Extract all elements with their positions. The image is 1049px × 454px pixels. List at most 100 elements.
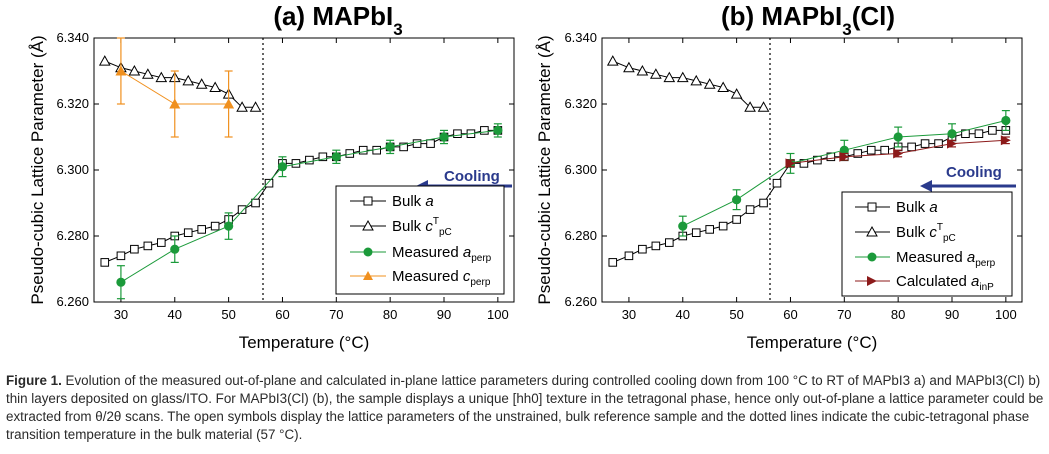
point-bulk-c (676, 71, 689, 83)
point-measured-a (1001, 115, 1011, 126)
point-bulk-c (636, 64, 649, 76)
y-tick-label: 6.280 (56, 228, 89, 243)
point-calculated-a (839, 151, 850, 162)
point-bulk-a (197, 225, 206, 234)
point-measured-a (331, 152, 341, 162)
point-bulk-c (690, 74, 703, 86)
caption-label: Figure 1. (6, 373, 62, 388)
point-bulk-c (236, 101, 248, 112)
series-line-bulk-c (104, 60, 256, 108)
point-calculated-a (785, 158, 796, 169)
x-tick-label: 90 (437, 307, 451, 322)
x-tick-label: 30 (622, 307, 636, 322)
point-measured-a (678, 221, 688, 231)
point-bulk-c (744, 101, 756, 112)
series-line-bulk-c (612, 60, 764, 108)
point-bulk-c (703, 78, 716, 89)
x-axis-label-a: Temperature (°C) (239, 333, 370, 352)
series-measured-c-a (115, 37, 235, 138)
point-measured-a (170, 244, 180, 254)
point-bulk-c (128, 64, 141, 76)
point-calculated-a (1000, 135, 1011, 146)
point-bulk-a (691, 228, 701, 237)
x-tick-label: 30 (114, 307, 128, 322)
point-bulk-a (143, 241, 153, 251)
point-bulk-a (399, 142, 408, 152)
y-tick-label: 6.300 (56, 162, 89, 177)
point-bulk-a (732, 215, 741, 224)
point-measured-a (893, 132, 903, 142)
point-bulk-c (623, 61, 635, 73)
x-axis-label-b: Temperature (°C) (747, 333, 878, 352)
series-calculated-a-b (785, 135, 1011, 169)
point-bulk-a (705, 225, 714, 234)
x-tick-label: 50 (729, 307, 743, 322)
panel-a-title: (a) MAPbI3 (273, 1, 402, 39)
point-measured-a (493, 125, 503, 135)
point-bulk-a (608, 258, 618, 267)
point-bulk-a (237, 205, 247, 214)
series-measured-a-a (116, 123, 503, 300)
x-tick-label: 60 (275, 307, 289, 322)
point-bulk-a (251, 198, 260, 208)
point-bulk-a (974, 129, 984, 138)
series-bulk-c-a (98, 55, 262, 112)
point-measured-a (947, 129, 957, 139)
y-tick-label: 6.340 (564, 30, 597, 45)
point-bulk-a (665, 238, 674, 247)
legend-b-measured-a: Measured aperp (896, 249, 996, 269)
point-bulk-c (606, 55, 619, 66)
y-tick-label: 6.260 (56, 294, 89, 309)
ticks-b: 30 40 50 60 70 80 90 100 6.260 6.280 6.300 6.320 6.3… (564, 30, 1022, 322)
point-measured-c (169, 98, 181, 109)
point-bulk-c (141, 68, 154, 79)
figure-panels: (a) MAPbI3 30 40 50 60 70 80 90 100 6.260 6.280 6.… (28, 1, 1023, 352)
legend-b-bulk-a: Bulk a (896, 199, 938, 216)
point-measured-a (439, 132, 449, 142)
series-bulk-c-b (606, 55, 770, 112)
point-measured-a (839, 145, 849, 155)
y-axis-label-b: Pseudo-cubic Lattice Parameter (Å) (535, 35, 554, 304)
point-bulk-a (934, 139, 943, 148)
x-tick-label: 50 (221, 307, 235, 322)
panel-a: (a) MAPbI3 30 40 50 60 70 80 90 100 6.260 6.280 6.… (28, 1, 515, 352)
panel-b: (b) MAPbI3(Cl) 30 40 50 60 70 80 90 100 6.260 6.2… (535, 1, 1023, 352)
point-bulk-a (183, 228, 193, 237)
point-bulk-a (480, 126, 489, 135)
point-measured-c (223, 98, 235, 109)
y-tick-label: 6.320 (564, 96, 597, 111)
data-b (606, 55, 1011, 267)
x-tick-label: 40 (168, 307, 182, 322)
x-tick-label: 60 (783, 307, 797, 322)
point-calculated-a (893, 148, 904, 159)
point-bulk-a (745, 205, 755, 214)
point-bulk-a (853, 149, 863, 158)
point-bulk-a (130, 244, 139, 254)
point-measured-a (277, 162, 288, 172)
caption-text: Evolution of the measured out-of-plane a… (6, 373, 1044, 442)
series-line-measured-a (120, 129, 498, 283)
cooling-label-b: Cooling (946, 164, 1002, 181)
point-bulk-c (757, 101, 770, 112)
x-tick-label: 100 (995, 307, 1017, 322)
point-bulk-a (358, 145, 368, 155)
point-bulk-a (116, 251, 126, 261)
point-measured-a (116, 277, 126, 287)
point-bulk-a (305, 155, 314, 165)
y-tick-label: 6.340 (56, 30, 89, 45)
point-measured-c (115, 65, 127, 76)
data-a (98, 37, 503, 300)
point-bulk-a (210, 221, 220, 231)
legend-a: Bulk a Bulk cTpC Measured aperp Measured… (335, 185, 505, 295)
y-tick-label: 6.300 (564, 162, 597, 177)
point-bulk-a (100, 258, 110, 267)
point-bulk-c (209, 81, 222, 92)
point-bulk-c (98, 55, 111, 66)
y-tick-label: 6.280 (564, 228, 597, 243)
point-bulk-a (880, 145, 889, 155)
point-bulk-c (717, 81, 730, 92)
point-measured-a (732, 195, 742, 205)
point-bulk-a (453, 129, 462, 138)
y-axis-label-a: Pseudo-cubic Lattice Parameter (Å) (28, 35, 47, 304)
x-tick-label: 80 (383, 307, 397, 322)
